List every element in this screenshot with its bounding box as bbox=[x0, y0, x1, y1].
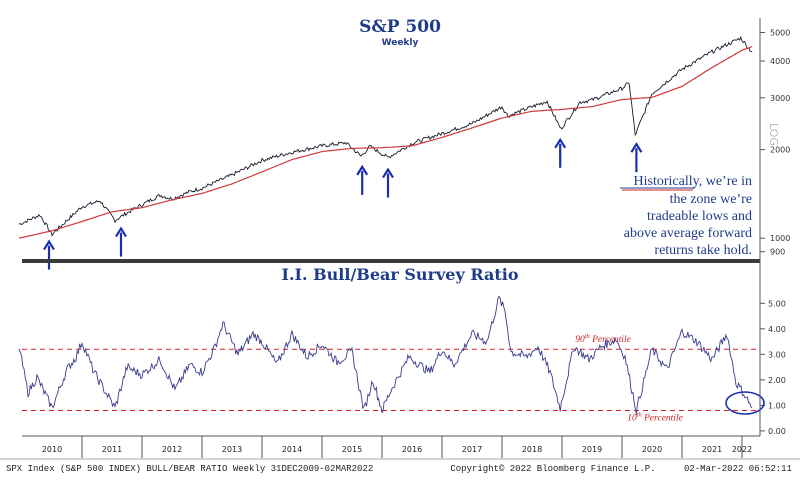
ratio-y-tick-label: 1.00 bbox=[768, 401, 786, 410]
percentile-label: 90th Percentile bbox=[575, 333, 631, 345]
bull-bear-title: I.I. Bull/Bear Survey Ratio bbox=[281, 265, 518, 284]
footer-copyright: Copyright© 2022 Bloomberg Finance L.P. bbox=[450, 464, 655, 474]
annotation-line-3: tradeable lows and bbox=[647, 209, 752, 224]
percentile-label: 10th Percentile bbox=[627, 411, 683, 423]
x-tick-label: 2017 bbox=[462, 445, 482, 454]
x-tick-label: 2022 bbox=[732, 445, 752, 454]
sp500-panel: S&P 500 Weekly 900 1000 2000 3000 4000 5000 L… bbox=[18, 17, 790, 270]
buy-arrow bbox=[630, 142, 643, 173]
ratio-y-tick-label: 5.00 bbox=[768, 299, 786, 308]
buy-arrow bbox=[356, 164, 369, 195]
x-tick-label: 2020 bbox=[642, 445, 662, 454]
annotation-line-4: above average forward bbox=[624, 226, 752, 241]
footer-source: SPX Index (S&P 500 INDEX) BULL/BEAR RATI… bbox=[6, 464, 373, 474]
sp500-y-tick-label: 900 bbox=[770, 248, 785, 257]
bull-bear-panel: I.I. Bull/Bear Survey Ratio 90th Percent… bbox=[18, 265, 786, 436]
log-scale-label: LOG bbox=[767, 123, 780, 146]
x-tick-label: 2013 bbox=[222, 445, 242, 454]
x-tick-label: 2015 bbox=[342, 445, 362, 454]
recent-low-circle bbox=[725, 391, 765, 415]
ratio-y-tick-label: 4.00 bbox=[768, 325, 786, 334]
x-tick-label: 2011 bbox=[102, 445, 122, 454]
buy-arrow-head bbox=[630, 142, 643, 153]
sp500-subtitle: Weekly bbox=[382, 38, 419, 48]
x-tick-label: 2021 bbox=[702, 445, 722, 454]
sp500-y-tick-label: 4000 bbox=[770, 57, 790, 66]
buy-arrow bbox=[115, 226, 127, 257]
buy-arrow-head bbox=[554, 137, 567, 149]
buy-arrow bbox=[382, 167, 394, 198]
buy-arrow bbox=[43, 239, 55, 270]
annotation-line-5: returns take hold. bbox=[654, 243, 752, 258]
buy-arrow-head bbox=[356, 164, 369, 176]
x-tick-label: 2012 bbox=[162, 445, 182, 454]
sp500-y-tick-label: 1000 bbox=[770, 234, 790, 243]
x-tick-label: 2014 bbox=[282, 445, 302, 454]
ratio-y-tick-label: 3.00 bbox=[768, 350, 786, 359]
sp500-y-tick-label: 3000 bbox=[770, 94, 790, 103]
annotation-line-1: Historically, we’re in bbox=[634, 174, 752, 189]
buy-arrow-head bbox=[382, 167, 394, 179]
footer-timestamp: 02-Mar-2022 06:52:11 bbox=[684, 464, 792, 474]
sp500-title: S&P 500 bbox=[359, 17, 441, 37]
x-tick-label: 2018 bbox=[522, 445, 542, 454]
sp500-y-tick-label: 2000 bbox=[770, 146, 790, 155]
moving-average-series bbox=[18, 45, 753, 239]
ratio-y-tick-label: 2.00 bbox=[768, 376, 786, 385]
ratio-y-tick-label: 0.00 bbox=[768, 427, 786, 436]
annotation-line-2: the zone we’re bbox=[670, 192, 752, 207]
buy-arrow bbox=[554, 137, 567, 168]
buy-arrow-head bbox=[115, 226, 127, 238]
sp500-plot-area bbox=[22, 18, 760, 259]
x-tick-label: 2010 bbox=[42, 445, 62, 454]
bull-bear-ratio-series bbox=[18, 295, 753, 415]
x-tick-label: 2016 bbox=[402, 445, 422, 454]
sp500-price-series bbox=[18, 35, 753, 237]
annotation-text: Historically, we’re in the zone we’re tr… bbox=[620, 174, 752, 258]
x-tick-label: 2019 bbox=[582, 445, 602, 454]
panel-separator bbox=[22, 259, 760, 263]
buy-arrow-head bbox=[43, 239, 55, 251]
sp500-y-tick-label: 5000 bbox=[770, 28, 790, 37]
